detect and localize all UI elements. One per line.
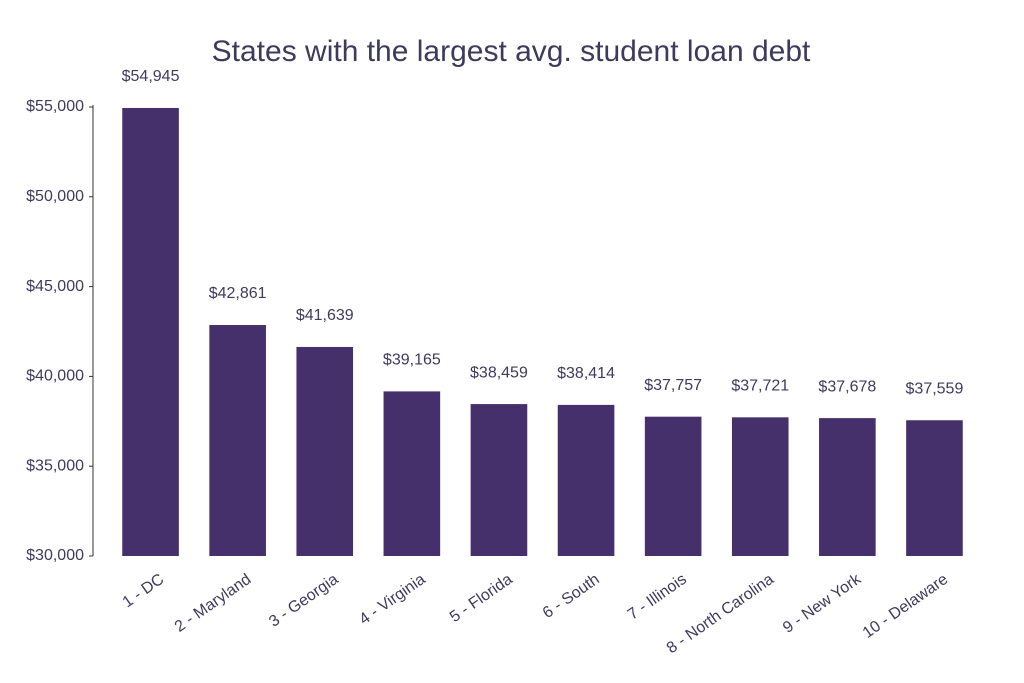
bar — [906, 420, 963, 556]
bar — [122, 107, 179, 557]
data-label: $37,678 — [818, 378, 876, 395]
data-label: $38,459 — [470, 364, 528, 381]
bar — [819, 418, 876, 556]
data-label: $37,721 — [731, 378, 789, 395]
data-label: $41,639 — [296, 307, 354, 324]
data-label: $38,414 — [557, 365, 615, 382]
y-tick-label: $45,000 — [26, 278, 84, 295]
bar — [644, 416, 702, 556]
bar — [470, 404, 528, 556]
data-label: $54,945 — [122, 68, 180, 85]
chart-title: States with the largest avg. student loa… — [212, 35, 811, 68]
y-tick-label: $40,000 — [26, 368, 84, 385]
bar — [383, 391, 441, 556]
data-label: $37,559 — [906, 380, 964, 397]
bar — [209, 325, 266, 556]
bar — [296, 346, 354, 556]
y-tick-label: $55,000 — [26, 98, 84, 115]
bar — [557, 404, 615, 556]
bar — [731, 417, 789, 556]
data-label: $42,861 — [209, 285, 267, 302]
data-label: $39,165 — [383, 352, 441, 369]
y-tick-label: $35,000 — [26, 457, 84, 474]
data-label: $37,757 — [644, 377, 702, 394]
y-tick-label: $50,000 — [26, 188, 84, 205]
y-tick-label: $30,000 — [26, 547, 84, 564]
